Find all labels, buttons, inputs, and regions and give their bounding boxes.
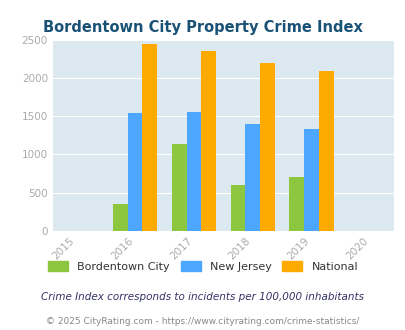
Bar [186, 112, 201, 231]
Bar [142, 44, 157, 231]
Bar [245, 124, 260, 231]
Bar [318, 71, 333, 231]
Bar [289, 178, 303, 231]
Bar [201, 51, 215, 231]
Bar [260, 63, 274, 231]
Legend: Bordentown City, New Jersey, National: Bordentown City, New Jersey, National [43, 256, 362, 276]
Bar [171, 145, 186, 231]
Text: Bordentown City Property Crime Index: Bordentown City Property Crime Index [43, 20, 362, 35]
Text: Crime Index corresponds to incidents per 100,000 inhabitants: Crime Index corresponds to incidents per… [41, 292, 364, 302]
Bar [128, 114, 142, 231]
Bar [303, 129, 318, 231]
Bar [230, 185, 245, 231]
Bar [113, 204, 128, 231]
Text: © 2025 CityRating.com - https://www.cityrating.com/crime-statistics/: © 2025 CityRating.com - https://www.city… [46, 317, 359, 326]
